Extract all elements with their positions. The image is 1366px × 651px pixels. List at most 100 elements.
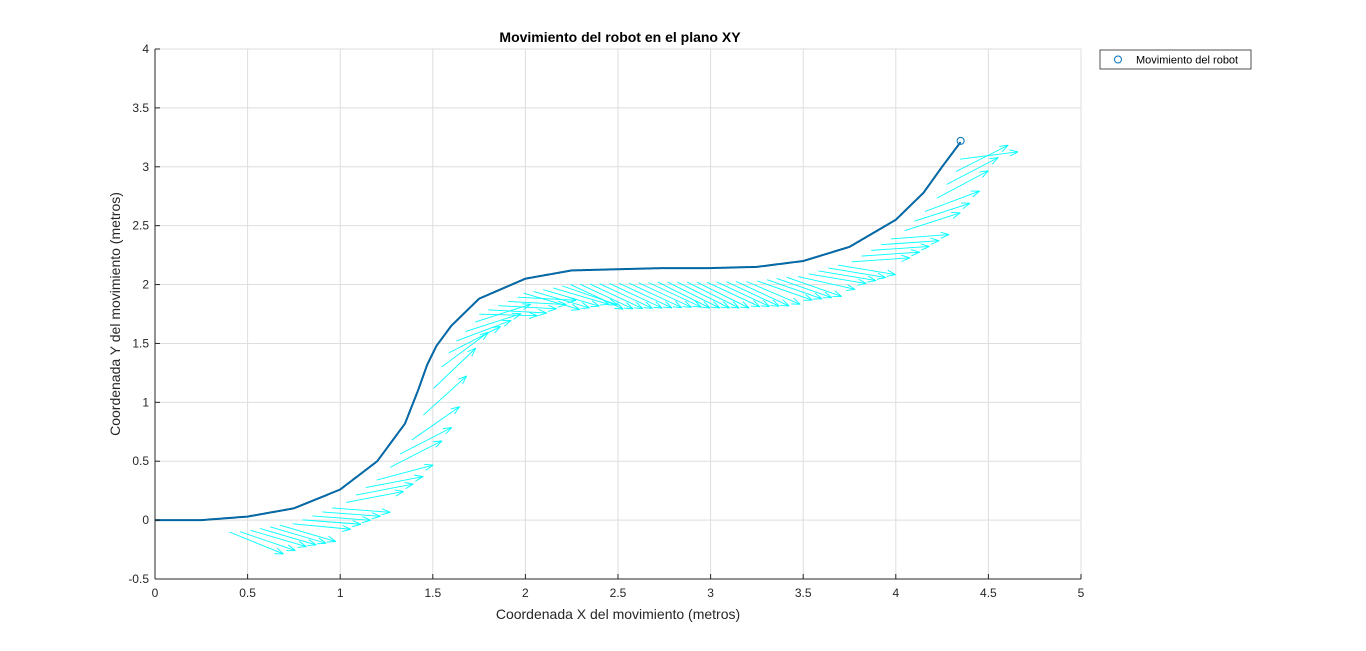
quiver-arrow [648,282,702,308]
quiver-arrow [696,281,750,309]
quiver-arrow [880,237,940,246]
quiver-arrow [716,281,770,308]
quiver-arrow [589,283,644,310]
x-tick-label: 2.5 [610,586,627,600]
quiver-arrow [365,474,424,489]
y-tick-label: 2 [142,278,149,292]
x-tick-label: 1 [337,586,344,600]
y-tick-label: 3 [142,160,149,174]
series-layer [155,136,965,522]
quiver-arrow [628,282,683,309]
quiver-arrow [757,280,813,301]
quiver-arrow [579,283,634,310]
quiver-arrow [828,267,887,280]
x-tick-label: 3 [707,586,714,600]
quiver-arrow [423,375,468,416]
y-tick-label: 1 [142,395,149,409]
y-tick-label: 2.5 [132,219,149,233]
quiver-arrow [797,276,856,291]
quiver-arrow [955,144,1009,172]
legend-marker-icon [1114,55,1122,64]
quiver-arrow [686,281,740,309]
quiver-arrow [433,347,477,389]
quiver-arrow [599,283,653,309]
quiver-arrow [239,531,296,552]
y-tick-label: 3.5 [132,101,149,115]
quiver-arrow [465,312,522,332]
quiver-arrows [229,144,1019,555]
quiver-arrow [861,249,920,257]
axes [154,48,1082,580]
y-tick-label: 0.5 [132,454,149,468]
quiver-arrow [302,519,362,528]
x-tick-label: 5 [1078,586,1085,600]
x-tick-label: 1.5 [424,586,441,600]
quiver-arrow [609,283,663,309]
series-line-highlight [155,141,961,521]
quiver-arrow [657,281,711,309]
robot-position-marker [956,136,965,145]
quiver-arrow [456,319,512,342]
y-tick-label: 0 [142,513,149,527]
quiver-arrow [706,281,761,308]
quiver-arrow [533,291,590,309]
quiver-arrow [346,489,404,503]
quiver-arrow [229,531,284,555]
quiver-arrow [851,254,911,263]
legend-box [1099,49,1252,70]
quiver-arrow [260,528,317,547]
quiver-arrow [960,149,1019,160]
quiver-arrow [914,202,971,222]
x-tick-label: 4.5 [980,586,997,600]
quiver-arrow [776,278,833,299]
quiver-arrow [488,309,547,317]
tick-labels: 0 0.5 1 1.5 2 2.5 3 3.5 4 4.5 5-0.500.511.522.533.… [128,42,1084,600]
quiver-arrow [269,526,327,545]
y-tick-label: 4 [142,42,149,56]
quiver-arrow [837,264,896,277]
y-tick-label: 1.5 [132,336,149,350]
quiver-arrow [667,281,721,309]
quiver-arrow [726,281,780,307]
quiver-arrow [924,190,980,212]
quiver-arrow [904,212,961,232]
quiver-arrow [355,482,414,496]
quiver-arrow [376,463,434,481]
quiver-arrow [786,276,842,298]
quiver-arrow [523,292,581,311]
quiver-arrow [479,311,538,320]
y-tick-label: -0.5 [128,572,149,586]
x-tick-label: 4 [892,586,899,600]
quiver-arrow [618,282,673,309]
chart-title: Movimiento del robot en el plano XY [499,29,741,45]
x-tick-label: 2 [522,586,529,600]
quiver-arrow [279,524,337,543]
quiver-arrow [766,279,823,300]
y-axis-label: Coordenada Y del movimiento (metros) [107,192,123,436]
quiver-arrow [498,304,557,312]
quiver-arrow [808,273,867,286]
quiver-arrow [746,281,801,305]
quiver-arrow [638,282,692,308]
quiver-arrow [890,231,950,240]
quiver-arrow [570,284,624,310]
quiver-arrow [677,281,730,309]
quiver-arrow [411,406,460,441]
quiver-arrow [250,529,307,548]
quiver-arrow [322,511,381,520]
legend[interactable]: Movimiento del robot [1099,49,1252,70]
x-tick-label: 0 [152,586,159,600]
quiver-arrow [399,427,453,455]
x-tick-label: 0.5 [239,586,256,600]
x-axis-label: Coordenada X del movimiento (metros) [496,606,740,622]
quiver-arrow [818,270,877,283]
quiver-arrow [871,243,930,251]
quiver-arrow [312,515,371,524]
legend-entry: Movimiento del robot [1136,55,1238,67]
quiver-arrow [946,157,999,185]
quiver-arrow [736,281,790,307]
x-tick-label: 3.5 [795,586,812,600]
quiver-arrow [936,170,989,199]
quiver-arrow [543,289,600,308]
